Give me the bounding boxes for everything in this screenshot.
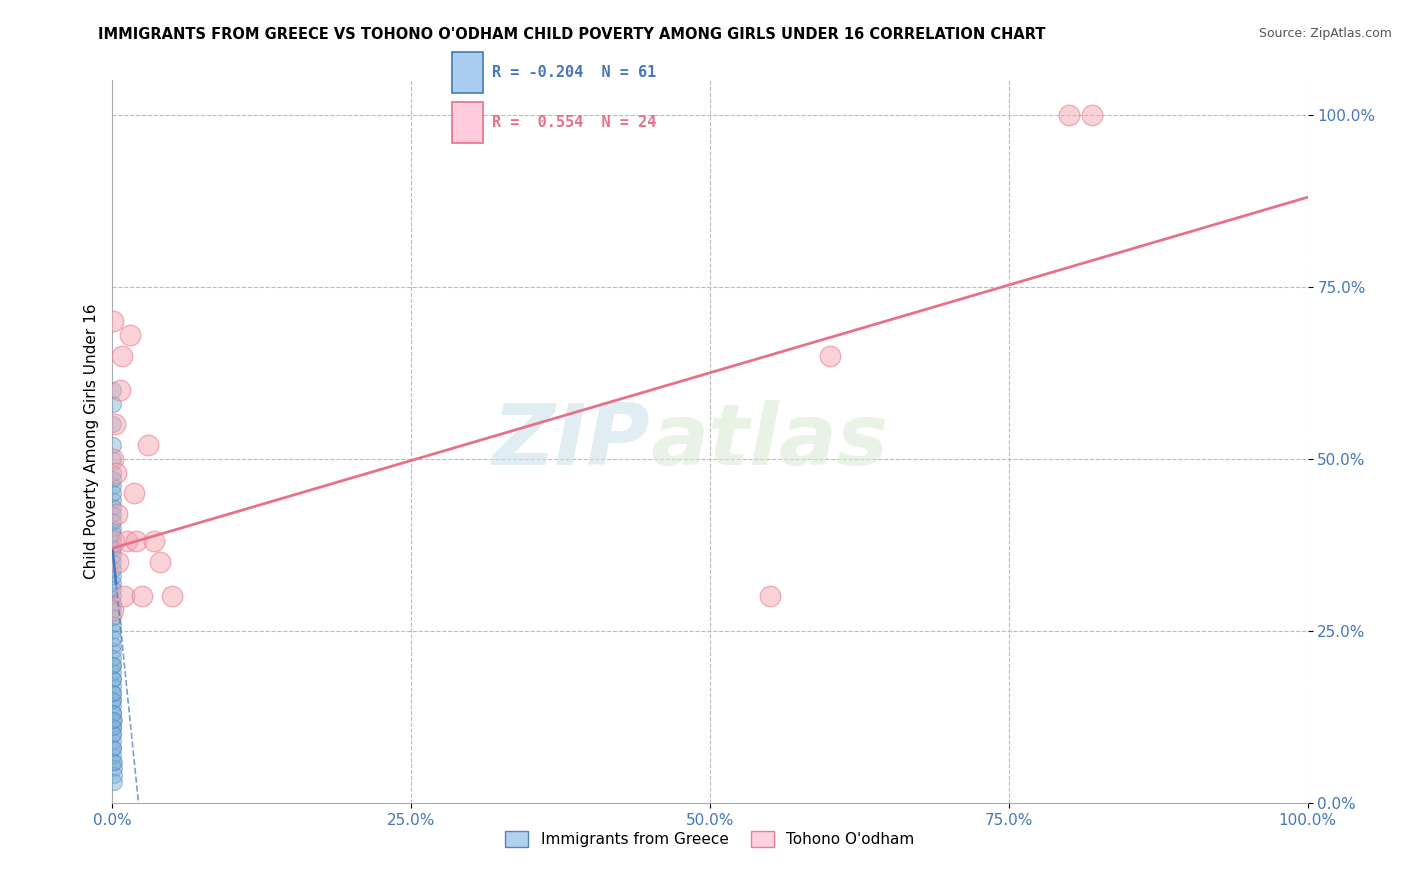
Point — [120, 327, 142, 342]
Point — [101, 727, 124, 741]
Text: atlas: atlas — [651, 400, 889, 483]
Point — [101, 747, 124, 762]
Point — [101, 672, 124, 686]
Point — [101, 500, 124, 514]
Point — [131, 590, 153, 604]
Point — [125, 534, 148, 549]
Point — [101, 692, 124, 706]
Point — [143, 534, 166, 549]
Point — [101, 596, 124, 610]
Point — [101, 631, 124, 645]
Point — [101, 486, 124, 500]
Point — [101, 603, 124, 617]
Point — [103, 534, 125, 549]
Point — [759, 590, 782, 604]
Point — [103, 768, 125, 782]
Point — [818, 349, 841, 363]
Text: R =  0.554  N = 24: R = 0.554 N = 24 — [492, 115, 657, 130]
Point — [138, 438, 160, 452]
Point — [101, 479, 124, 493]
Point — [103, 713, 125, 727]
Point — [101, 514, 124, 528]
Point — [115, 534, 138, 549]
Point — [103, 775, 125, 789]
Point — [101, 603, 124, 617]
Point — [114, 590, 135, 604]
Point — [101, 507, 124, 521]
Point — [105, 507, 128, 521]
Point — [101, 466, 124, 480]
Point — [103, 706, 125, 721]
Point — [101, 672, 124, 686]
Point — [101, 417, 124, 432]
Point — [101, 548, 124, 562]
Point — [105, 466, 128, 480]
Point — [101, 520, 124, 534]
Point — [103, 692, 125, 706]
Bar — [453, 103, 484, 143]
Point — [103, 740, 125, 755]
Point — [103, 451, 125, 466]
Point — [103, 740, 125, 755]
Point — [101, 616, 124, 631]
Point — [101, 590, 124, 604]
Point — [101, 582, 124, 597]
Text: ZIP: ZIP — [492, 400, 651, 483]
Point — [103, 699, 125, 714]
Text: IMMIGRANTS FROM GREECE VS TOHONO O'ODHAM CHILD POVERTY AMONG GIRLS UNDER 16 CORR: IMMIGRANTS FROM GREECE VS TOHONO O'ODHAM… — [98, 27, 1046, 42]
Point — [111, 349, 134, 363]
Point — [122, 486, 145, 500]
Point — [103, 706, 125, 721]
Point — [101, 727, 124, 741]
Point — [101, 314, 124, 328]
Point — [101, 541, 124, 556]
Point — [101, 472, 124, 486]
Point — [108, 383, 131, 397]
Point — [104, 417, 127, 432]
Legend: Immigrants from Greece, Tohono O'odham: Immigrants from Greece, Tohono O'odham — [499, 825, 921, 853]
Point — [101, 451, 124, 466]
Point — [103, 555, 125, 569]
Point — [101, 534, 124, 549]
Point — [103, 638, 125, 652]
Point — [103, 720, 125, 734]
Point — [101, 575, 124, 590]
Point — [101, 720, 124, 734]
Point — [101, 562, 124, 576]
Point — [162, 590, 183, 604]
Point — [101, 651, 124, 665]
Point — [101, 686, 124, 700]
Point — [103, 755, 125, 769]
Text: R = -0.204  N = 61: R = -0.204 N = 61 — [492, 65, 657, 80]
Text: Source: ZipAtlas.com: Source: ZipAtlas.com — [1258, 27, 1392, 40]
Point — [103, 713, 125, 727]
Point — [103, 624, 125, 638]
Point — [101, 383, 124, 397]
Bar — [453, 52, 484, 93]
Point — [103, 761, 125, 775]
Point — [101, 438, 124, 452]
Point — [1081, 108, 1104, 122]
Point — [101, 527, 124, 541]
Point — [101, 665, 124, 679]
Point — [103, 658, 125, 673]
Point — [101, 679, 124, 693]
Point — [101, 610, 124, 624]
Point — [103, 755, 125, 769]
Point — [101, 397, 124, 411]
Point — [101, 493, 124, 508]
Point — [107, 555, 129, 569]
Point — [103, 734, 125, 748]
Point — [101, 686, 124, 700]
Point — [1057, 108, 1080, 122]
Point — [101, 568, 124, 582]
Point — [101, 644, 124, 658]
Y-axis label: Child Poverty Among Girls Under 16: Child Poverty Among Girls Under 16 — [83, 304, 98, 579]
Point — [101, 658, 124, 673]
Point — [149, 555, 172, 569]
